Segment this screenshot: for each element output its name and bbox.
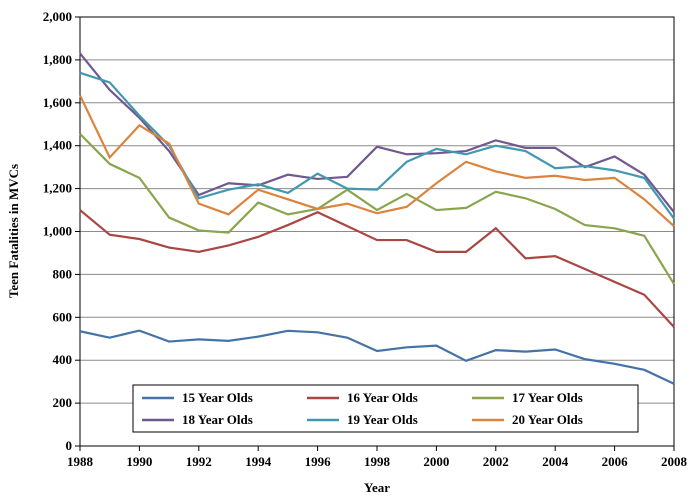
x-tick-label: 1992 xyxy=(186,454,212,469)
x-tick-label: 1988 xyxy=(67,454,94,469)
legend-label: 19 Year Olds xyxy=(347,412,418,427)
y-tick-label: 400 xyxy=(53,352,73,367)
y-tick-label: 1,800 xyxy=(43,52,72,67)
y-tick-label: 2,000 xyxy=(43,9,72,24)
legend-box xyxy=(132,384,639,433)
series-line xyxy=(79,133,675,285)
series-line xyxy=(79,329,675,385)
y-tick-label: 1,000 xyxy=(43,224,72,239)
x-axis-label: Year xyxy=(364,480,390,495)
x-tick-label: 1998 xyxy=(364,454,391,469)
y-tick-label: 1,400 xyxy=(43,138,72,153)
y-tick-label: 1,600 xyxy=(43,95,72,110)
legend-label: 18 Year Olds xyxy=(182,412,253,427)
y-tick-label: 800 xyxy=(53,266,73,281)
legend-label: 20 Year Olds xyxy=(512,412,583,427)
x-tick-label: 1996 xyxy=(305,454,332,469)
series-line xyxy=(79,94,675,227)
y-tick-label: 200 xyxy=(53,395,73,410)
x-tick-label: 2000 xyxy=(423,454,449,469)
legend-label: 16 Year Olds xyxy=(347,390,418,405)
x-tick-label: 2002 xyxy=(483,454,509,469)
y-tick-label: 1,200 xyxy=(43,181,72,196)
y-axis-label: Teen Fatalities in MVCs xyxy=(6,164,21,298)
x-tick-label: 2008 xyxy=(661,454,688,469)
x-tick-label: 1990 xyxy=(126,454,152,469)
y-tick-label: 600 xyxy=(53,309,73,324)
x-tick-label: 1994 xyxy=(245,454,272,469)
x-tick-label: 2006 xyxy=(602,454,629,469)
y-tick-label: 0 xyxy=(66,438,73,453)
series-line xyxy=(79,209,675,328)
legend-label: 17 Year Olds xyxy=(512,390,583,405)
legend-label: 15 Year Olds xyxy=(182,390,253,405)
plot-frame xyxy=(79,16,675,447)
x-tick-label: 2004 xyxy=(542,454,569,469)
